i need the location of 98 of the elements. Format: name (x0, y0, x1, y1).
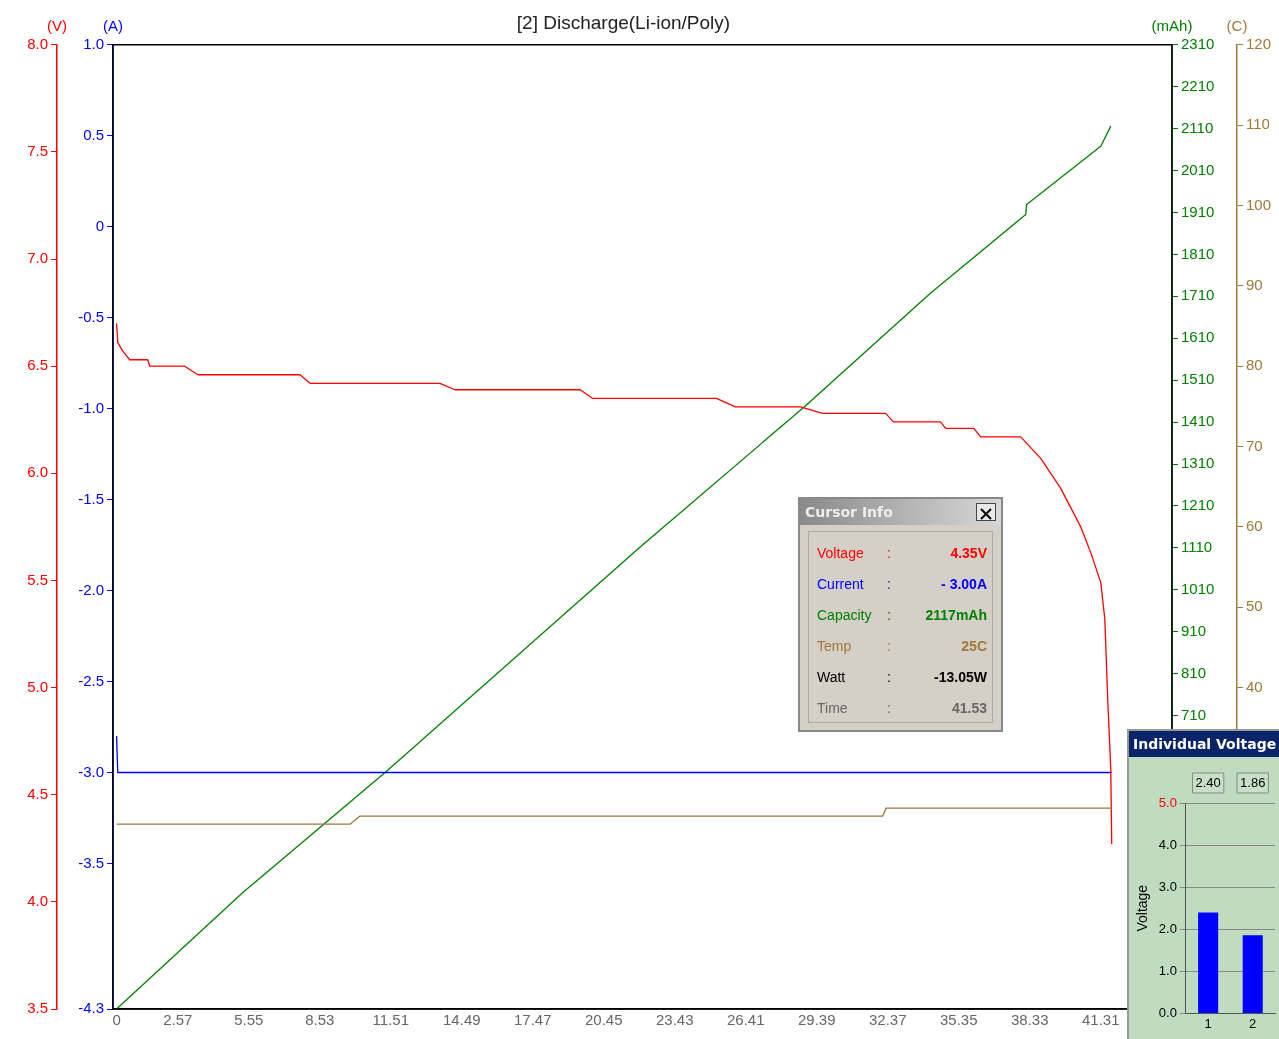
annotation: : (887, 637, 892, 656)
annotation: : (887, 606, 892, 625)
y-tick-label: 6.0 (27, 463, 48, 481)
y-tick-label: 80 (1246, 356, 1263, 374)
x-tick-label: 2 (1249, 1015, 1257, 1031)
y-tick-label: 1.0 (1158, 962, 1177, 978)
y3-axis-title: (mAh) (1151, 17, 1193, 35)
annotation: : (887, 544, 892, 563)
x-tick-label: 20.45 (585, 1011, 623, 1029)
y-tick-label: 0.0 (1158, 1004, 1177, 1020)
y-tick-label: 3.5 (27, 999, 48, 1017)
y-tick-label: 4.5 (27, 784, 48, 802)
y-tick-label: 100 (1246, 195, 1272, 213)
annotation: -13.05W (933, 668, 987, 687)
annotation: Watt (817, 668, 847, 687)
annotation: Temp (817, 637, 853, 656)
annotation: 41.53 (950, 699, 987, 718)
x-tick-label: 0 (112, 1011, 121, 1029)
text: Cursor Info (800, 499, 1001, 525)
annotation: : (887, 668, 892, 687)
y3-tick-label: 1710 (1181, 286, 1215, 304)
y-tick-label: 60 (1246, 517, 1263, 535)
y3-tick-label: 2010 (1181, 160, 1215, 178)
y3-tick-label: 1210 (1181, 496, 1215, 514)
annotation: - 3.00A (940, 575, 987, 594)
chart-title: [2] Discharge(Li-ion/Poly) (516, 11, 731, 33)
y3-tick-label: 1310 (1181, 454, 1215, 472)
y-tick-label: 2.0 (1158, 920, 1177, 936)
x-tick-label: 29.39 (798, 1011, 836, 1029)
y-tick-label: 5.0 (1158, 794, 1177, 810)
y2-tick-label: -2.5 (78, 671, 104, 689)
y-axis-title: (C) (1226, 17, 1248, 35)
y3-tick-label: 2210 (1181, 76, 1215, 94)
x-tick-label: 41.31 (1081, 1011, 1120, 1029)
y2-tick-label: 0 (95, 216, 104, 234)
y2-axis-title: (A) (103, 17, 123, 35)
y-tick-label: 7.0 (27, 249, 48, 267)
y2-tick-label: -0.5 (78, 307, 104, 325)
x-tick-label: 2.57 (163, 1011, 193, 1029)
y-tick-label: 90 (1246, 275, 1263, 293)
y-tick-label: 8.0 (27, 34, 48, 52)
y3-tick-label: 810 (1181, 663, 1207, 681)
y-axis-title: (V) (47, 17, 67, 35)
y3-tick-label: 710 (1181, 705, 1207, 723)
y2-tick-label: -3.5 (78, 853, 104, 871)
y-tick-label: 6.5 (27, 356, 48, 374)
annotation: Voltage (817, 544, 865, 563)
y-tick-label: 4.0 (1158, 836, 1177, 852)
y3-tick-label: 1910 (1181, 202, 1215, 220)
x-tick-label: 14.49 (443, 1011, 481, 1029)
y2-tick-label: -1.0 (78, 398, 104, 416)
y-tick-label: 40 (1246, 677, 1263, 695)
x-tick-label: 35.35 (940, 1011, 978, 1029)
y-tick-label: 70 (1246, 436, 1263, 454)
y3-tick-label: 2310 (1181, 34, 1215, 52)
y-tick-label: 50 (1246, 597, 1263, 615)
annotation: 25C (960, 637, 987, 656)
y2-tick-label: 1.0 (83, 34, 104, 52)
annotation: Current (817, 575, 865, 594)
annotation: : (887, 575, 892, 594)
y3-tick-label: 1010 (1181, 579, 1215, 597)
y2-tick-label: -3.0 (78, 762, 104, 780)
y-tick-label: 3.0 (1158, 878, 1177, 894)
x-tick-label: 38.33 (1010, 1011, 1049, 1029)
y-axis-title: Voltage (1134, 884, 1151, 932)
y3-tick-label: 1410 (1181, 412, 1215, 430)
data-label: 2.40 (1195, 774, 1221, 790)
annotation: Capacity (817, 606, 873, 625)
y3-tick-label: 1610 (1181, 328, 1215, 346)
chart-title: Individual Voltage (1129, 731, 1279, 757)
x-tick-label: 32.37 (869, 1011, 907, 1029)
y-tick-label: 120 (1246, 34, 1272, 52)
y-tick-label: 7.5 (27, 142, 48, 160)
x-tick-label: 5.55 (234, 1011, 264, 1029)
y-tick-label: 4.0 (27, 892, 48, 910)
y-tick-label: 5.5 (27, 570, 48, 588)
x-tick-label: 23.43 (656, 1011, 694, 1029)
y3-tick-label: 1810 (1181, 244, 1215, 262)
annotation: : (887, 699, 892, 718)
x-tick-label: 8.53 (305, 1011, 335, 1029)
x-tick-label: 1 (1204, 1015, 1212, 1031)
x-tick-label: 11.51 (372, 1011, 410, 1029)
y3-tick-label: 1110 (1181, 538, 1213, 555)
annotation: 4.35V (949, 544, 987, 563)
y2-tick-label: 0.5 (83, 125, 104, 143)
y2-tick-label: -1.5 (78, 489, 104, 507)
y-tick-label: 5.0 (27, 677, 48, 695)
data-label: 1.86 (1240, 774, 1266, 790)
x-tick-label: 26.41 (727, 1011, 765, 1029)
y3-tick-label: 2110 (1181, 118, 1214, 136)
x-tick-label: 17.47 (514, 1011, 552, 1029)
y3-tick-label: 910 (1181, 621, 1207, 639)
y3-tick-label: 1510 (1181, 370, 1215, 388)
annotation: 2117mAh (924, 606, 987, 625)
y2-tick-label: -2.0 (78, 580, 104, 598)
y2-tick-label: -4.3 (78, 999, 104, 1017)
annotation: Time (817, 699, 849, 718)
y-tick-label: 110 (1246, 115, 1270, 133)
